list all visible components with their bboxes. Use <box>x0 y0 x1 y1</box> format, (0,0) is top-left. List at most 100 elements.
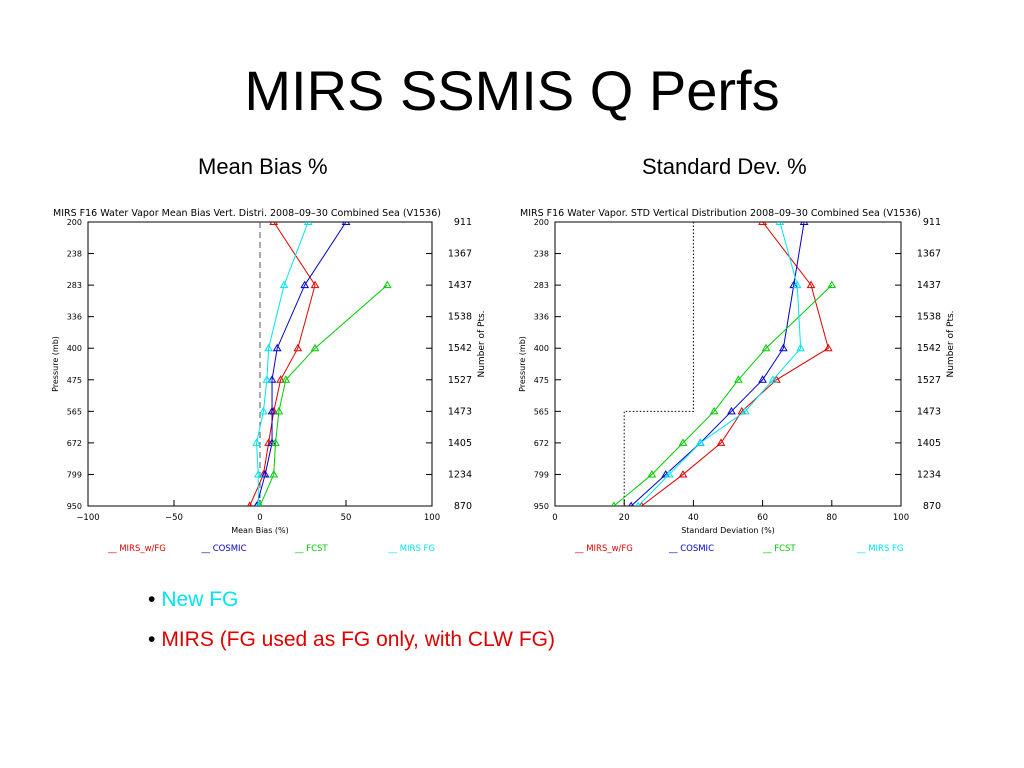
data-point-marker <box>259 406 268 415</box>
data-point-marker <box>792 280 802 289</box>
bullet-list: • New FG • MIRS (FG used as FG only, with … <box>148 588 555 668</box>
x-axis-label: Standard Deviation (%) <box>681 526 775 535</box>
y-tick-label: 475 <box>534 376 549 385</box>
y-tick-label: 565 <box>67 407 82 416</box>
data-point-marker <box>768 375 778 383</box>
data-point-marker <box>252 438 261 446</box>
y-tick-label: 799 <box>67 470 82 479</box>
y-tick-label: 672 <box>534 439 549 448</box>
npts-label: 1473 <box>917 406 941 417</box>
data-point-marker <box>775 222 785 225</box>
data-point-marker <box>758 222 767 225</box>
y-tick-label: 238 <box>534 250 549 259</box>
data-point-marker <box>281 375 291 383</box>
data-point-marker <box>695 438 705 446</box>
chart-title: MIRS F16 Water Vapor. STD Vertical Distr… <box>520 208 921 219</box>
y-tick-label: 672 <box>67 439 82 448</box>
npts-label: 1437 <box>917 280 941 291</box>
npts-label: 1405 <box>917 438 941 449</box>
chart-title: MIRS F16 Water Vapor Mean Bias Vert. Dis… <box>53 208 441 219</box>
data-point-marker <box>799 222 809 225</box>
y-tick-label: 200 <box>534 218 549 227</box>
data-point-marker <box>734 375 743 383</box>
data-point-marker <box>628 501 634 506</box>
x-tick-label: 60 <box>757 513 768 523</box>
data-point-marker <box>716 438 726 446</box>
bullet-dot: • <box>148 588 156 611</box>
series-line <box>256 222 347 506</box>
data-point-marker <box>827 280 837 289</box>
data-point-marker <box>267 406 277 415</box>
data-point-marker <box>300 280 310 289</box>
plot-area <box>611 222 837 506</box>
data-point-marker <box>262 375 272 383</box>
x-tick-label: 20 <box>619 513 630 523</box>
legend-entry: __ COSMIC <box>668 544 714 554</box>
npts-label: 1527 <box>917 375 941 386</box>
data-point-marker <box>611 501 617 506</box>
data-point-marker <box>778 343 788 352</box>
y-tick-label: 950 <box>534 502 549 511</box>
y-tick-label: 336 <box>534 313 549 322</box>
x-tick-label: −100 <box>76 513 99 523</box>
x-tick-label: 100 <box>893 513 909 523</box>
y-tick-label: 283 <box>67 281 82 290</box>
series-line <box>256 222 309 506</box>
legend-entry: __ MIRS FG <box>856 544 904 554</box>
data-point-marker <box>761 343 771 352</box>
series-line <box>259 284 388 506</box>
legend-entry: __ MIRS_w/FG <box>574 544 633 554</box>
series-line <box>641 222 829 506</box>
left-panel-caption: Mean Bias % <box>198 154 328 179</box>
data-point-marker <box>310 280 320 289</box>
data-point-marker <box>255 501 261 506</box>
data-point-marker <box>635 501 641 506</box>
npts-label: 1367 <box>448 249 472 260</box>
data-point-marker <box>279 280 289 289</box>
x-tick-label: 0 <box>552 513 557 523</box>
bullet-text: New FG <box>161 588 239 611</box>
data-point-marker <box>253 469 263 478</box>
data-point-marker <box>267 375 277 383</box>
data-point-marker <box>272 343 282 352</box>
npts-label: 1234 <box>917 469 941 480</box>
data-point-marker <box>727 406 736 415</box>
right-axis-label: Number of Pts. <box>946 310 956 377</box>
data-point-marker <box>269 469 279 478</box>
data-point-marker <box>271 438 280 446</box>
npts-label: 870 <box>454 501 472 512</box>
data-point-marker <box>709 406 719 415</box>
npts-label: 1367 <box>917 249 941 260</box>
plot-frame <box>554 221 902 507</box>
npts-label: 1234 <box>448 469 472 480</box>
legend-entry: __ FCST <box>294 544 328 554</box>
x-tick-label: 80 <box>826 513 837 523</box>
y-tick-label: 238 <box>67 250 82 259</box>
y-tick-label: 400 <box>67 344 82 353</box>
data-point-marker <box>382 280 392 289</box>
x-tick-label: 0 <box>257 513 262 523</box>
npts-label: 1542 <box>917 343 941 354</box>
bullet-item-new-fg: • New FG <box>148 588 555 612</box>
series-line <box>637 222 802 506</box>
y-axis-label: Pressure (mb) <box>518 336 527 392</box>
legend-entry: __ MIRS_w/FG <box>107 544 166 554</box>
x-tick-label: 100 <box>424 513 440 523</box>
data-point-marker <box>303 222 313 225</box>
npts-label: 911 <box>923 217 941 228</box>
data-point-marker <box>647 469 657 478</box>
data-point-marker <box>274 406 284 415</box>
right-axis-label: Number of Pts. <box>477 310 487 377</box>
data-point-marker <box>247 501 253 506</box>
npts-label: 1538 <box>448 312 472 323</box>
reference-step-line <box>623 222 694 506</box>
data-point-marker <box>758 375 767 383</box>
y-tick-label: 400 <box>534 344 549 353</box>
data-point-marker <box>264 343 273 352</box>
y-tick-label: 336 <box>67 313 82 322</box>
right-panel-caption: Standard Dev. % <box>642 154 807 179</box>
plot-area <box>247 222 392 506</box>
y-axis-label: Pressure (mb) <box>51 336 60 392</box>
legend-entry: __ MIRS FG <box>388 544 436 554</box>
y-tick-label: 200 <box>67 218 82 227</box>
